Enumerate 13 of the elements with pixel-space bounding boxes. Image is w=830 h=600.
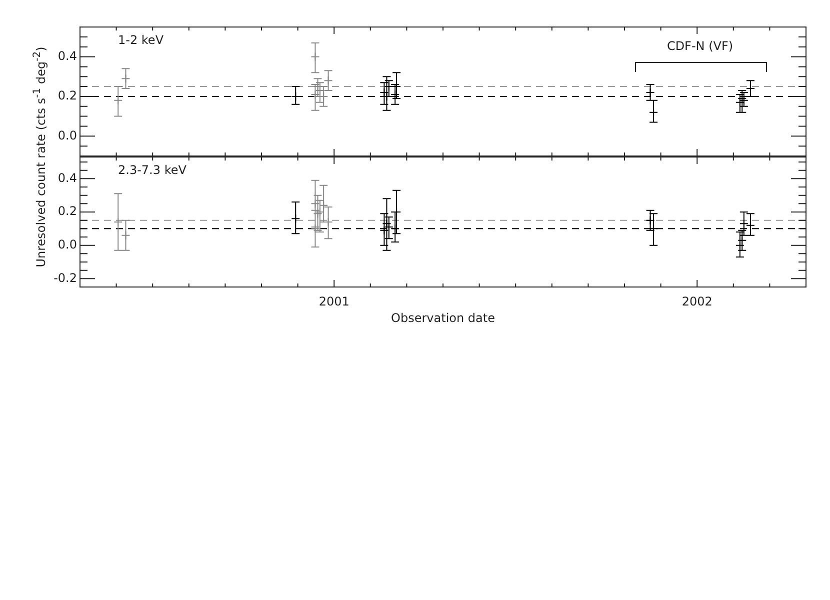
- y-tick-label: 0.2: [58, 204, 77, 218]
- y-tick-label: 0.4: [58, 170, 77, 185]
- x-tick-label: 2002: [682, 294, 712, 308]
- annotation: CDF-N (VF): [666, 39, 734, 54]
- y-tick-label: -0.2: [54, 270, 77, 285]
- y-tick-label: 0.2: [58, 88, 77, 103]
- y-tick-label: 0.0: [58, 237, 77, 252]
- text: 2.3-7.3 keV: [118, 163, 188, 178]
- x-tick-label: 2001: [318, 294, 350, 308]
- x-axis-title: Observation date: [391, 310, 495, 325]
- y-tick-label: 0.4: [58, 48, 77, 63]
- y-tick-label: 0.0: [58, 128, 77, 142]
- text: 1-2 keV: [118, 33, 164, 48]
